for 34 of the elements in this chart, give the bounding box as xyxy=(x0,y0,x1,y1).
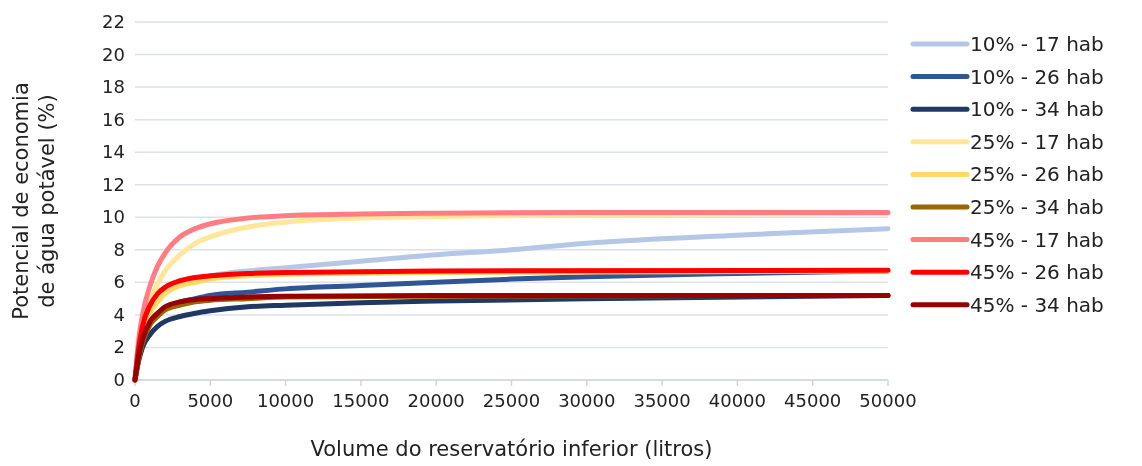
x-tick-label: 25000 xyxy=(482,390,541,411)
legend-label: 10% - 34 hab xyxy=(970,97,1104,122)
x-tick-label: 40000 xyxy=(708,390,767,411)
y-tick-label: 18 xyxy=(102,76,125,98)
legend-label: 25% - 26 hab xyxy=(970,162,1104,187)
x-tick-label: 15000 xyxy=(332,390,390,411)
y-tick-label: 8 xyxy=(113,238,125,260)
x-tick-label: 20000 xyxy=(407,390,465,411)
y-tick-label: 16 xyxy=(102,108,125,130)
y-tick-label: 14 xyxy=(102,141,125,163)
y-tick-label: 2 xyxy=(113,336,125,358)
y-tick-label: 22 xyxy=(102,11,125,32)
x-tick-label: 0 xyxy=(129,390,141,411)
y-tick-label: 20 xyxy=(102,43,125,65)
legend-label: 45% - 34 hab xyxy=(970,292,1104,317)
y-tick-label: 10 xyxy=(102,206,125,228)
x-tick-label: 45000 xyxy=(784,390,842,411)
x-tick-label: 10000 xyxy=(256,390,315,411)
y-axis-title: Potencial de economia de água potável (%) xyxy=(9,82,59,320)
x-tick-label: 30000 xyxy=(558,390,616,411)
x-axis-title: Volume do reservatório inferior (litros) xyxy=(310,437,713,461)
y-tick-label: 0 xyxy=(113,369,125,390)
x-tick-label: 50000 xyxy=(859,390,917,411)
x-tick-label: 5000 xyxy=(187,390,234,411)
y-tick-label: 12 xyxy=(102,173,125,195)
legend-label: 10% - 17 hab xyxy=(970,32,1104,56)
legend-label: 10% - 26 hab xyxy=(970,64,1104,89)
x-tick-label: 35000 xyxy=(633,390,691,411)
legend-label: 45% - 17 hab xyxy=(970,227,1104,252)
y-tick-label: 6 xyxy=(113,271,125,293)
legend-label: 45% - 26 hab xyxy=(970,260,1104,285)
y-tick-label: 4 xyxy=(113,303,125,325)
legend-label: 25% - 17 hab xyxy=(970,129,1104,154)
legend-label: 25% - 34 hab xyxy=(970,195,1104,219)
